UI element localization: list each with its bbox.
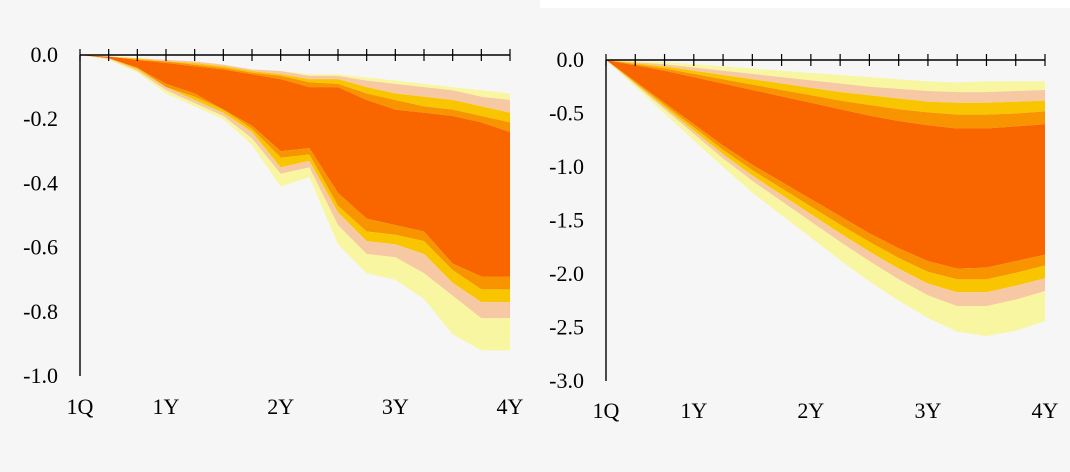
y-tick-label: -2.0: [549, 261, 584, 286]
y-tick-label: -2.5: [549, 315, 584, 340]
y-tick-label: -1.0: [23, 363, 58, 388]
y-tick-label: -1.5: [549, 208, 584, 233]
y-tick-label: 0.0: [557, 47, 585, 72]
chart-right: 0.0 -0.5 -1.0 -1.5 -2.0 -2.5 -3.0 1Q 1Y 2Y 3Y 4Y: [549, 47, 1058, 423]
x-tick-label: 4Y: [1032, 398, 1059, 423]
x-tick-label: 1Q: [67, 394, 94, 419]
x-tick-label: 3Y: [382, 394, 409, 419]
fan-band-9: [606, 60, 1045, 337]
y-tick-label: -1.0: [549, 154, 584, 179]
fan-band-1: [606, 60, 1045, 93]
x-tick-label: 2Y: [797, 398, 824, 423]
top-right-gap: [540, 0, 1070, 8]
fan-bands: [606, 60, 1045, 337]
y-tick-label: -0.4: [23, 170, 58, 195]
x-tick-label: 3Y: [914, 398, 941, 423]
x-tick-label: 2Y: [267, 394, 294, 419]
y-tick-label: -3.0: [549, 368, 584, 393]
y-tick-label: -0.8: [23, 299, 58, 324]
fan-band-3: [606, 60, 1045, 115]
x-tick-label: 1Q: [593, 398, 620, 423]
fan-band-6: [80, 55, 510, 290]
fan-bands: [80, 55, 510, 351]
fan-band-9: [80, 55, 510, 351]
y-tick-label: -0.2: [23, 106, 58, 131]
fan-band-4: [606, 60, 1045, 129]
y-tick-label: 0.0: [31, 42, 59, 67]
x-tick-label: 4Y: [497, 394, 524, 419]
fan-band-8: [80, 55, 510, 319]
y-tick-label: -0.6: [23, 235, 58, 260]
fan-band-5: [606, 60, 1045, 269]
fan-band-2: [606, 60, 1045, 103]
x-tick-label: 1Y: [680, 398, 707, 423]
chart-left: 0.0 -0.2 -0.4 -0.6 -0.8 -1.0 1Q 1Y 2Y 3Y 4Y: [23, 42, 523, 419]
fan-band-7: [80, 55, 510, 303]
y-tick-label: -0.5: [549, 101, 584, 126]
fan-band-5: [80, 55, 510, 277]
x-tick-label: 1Y: [153, 394, 180, 419]
